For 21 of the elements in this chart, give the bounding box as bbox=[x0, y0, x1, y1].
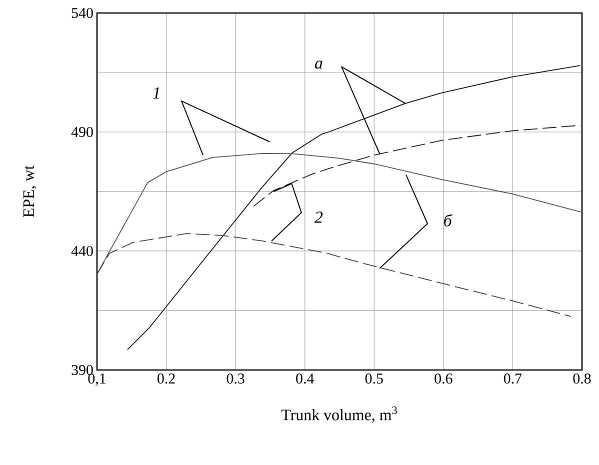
line-series bbox=[96, 233, 572, 317]
annotation: 1 bbox=[152, 87, 160, 99]
y-tick-label: 490 bbox=[71, 126, 93, 138]
x-tick-label: 0.7 bbox=[504, 374, 522, 384]
annotation: a bbox=[314, 60, 322, 69]
y-tick-label: 440 bbox=[71, 246, 93, 256]
x-axis-title: Trunk volume, m$^{3}$ bbox=[281, 406, 397, 423]
x-tick-label: 0,1 bbox=[88, 374, 106, 386]
x-tick-label: 0.4 bbox=[296, 374, 314, 384]
line-series bbox=[253, 124, 582, 207]
line-series bbox=[96, 152, 582, 275]
y-tick-label: 390 bbox=[72, 364, 93, 376]
x-tick-label: 0.6 bbox=[434, 374, 452, 384]
x-tick-label: 0.2 bbox=[158, 374, 175, 384]
x-tick-label: 0.5 bbox=[365, 374, 383, 384]
y-axis-title: EPE, wt bbox=[23, 165, 36, 218]
annotation: б bbox=[444, 214, 452, 226]
x-tick-label: 0.8 bbox=[573, 374, 591, 384]
y-tick-label: 540 bbox=[72, 8, 93, 18]
x-tick-label: 0.3 bbox=[226, 374, 244, 384]
annotation: 2 bbox=[314, 212, 323, 223]
